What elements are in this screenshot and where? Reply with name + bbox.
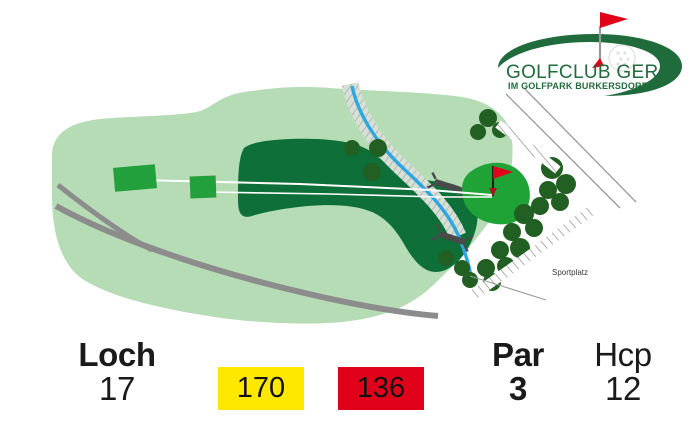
putting-green — [461, 162, 530, 225]
bridge-icon-lower — [430, 223, 474, 253]
par-block: Par 3 — [470, 338, 566, 405]
club-logo: GOLFCLUB GERA IM GOLFPARK BURKERSDORF — [498, 12, 682, 96]
cart-path-fork — [56, 183, 154, 253]
green-flag — [489, 166, 513, 196]
logo-name-sub: IM GOLFPARK BURKERSDORF — [508, 81, 648, 91]
tree-cluster-fairway — [344, 139, 387, 181]
hole-label: Loch — [78, 336, 156, 373]
boundary-fence-upper — [495, 120, 561, 174]
distance-yellow-value: 170 — [236, 372, 286, 404]
tee-box-red — [189, 175, 217, 199]
map-label-sportplatz: Sportplatz — [552, 268, 589, 277]
tree-cluster-left-of-green — [438, 250, 470, 276]
hcp-block: Hcp 12 — [575, 338, 671, 405]
logo-flag — [600, 12, 628, 28]
tee-box-yellow — [113, 164, 157, 192]
distance-red-tee: 136 — [338, 367, 424, 410]
fairway-area — [238, 138, 478, 272]
distance-yellow-tee: 170 — [218, 367, 304, 410]
hcp-label: Hcp — [594, 336, 652, 373]
road-line-b — [523, 87, 637, 203]
par-label: Par — [491, 336, 544, 373]
cart-path — [54, 203, 439, 319]
distance-red-value: 136 — [356, 372, 406, 404]
boundary-fence — [469, 205, 595, 301]
hole-number-block: Loch 17 — [52, 338, 182, 405]
logo-name-main: GOLFCLUB GERA — [506, 62, 671, 83]
hcp-value: 12 — [605, 369, 641, 407]
tree-cluster-right — [462, 157, 576, 291]
bridge-icon-upper — [426, 171, 470, 201]
logo-ball-dimples — [616, 51, 630, 66]
logo-flag-shadow — [592, 58, 604, 68]
stream-water — [350, 85, 474, 283]
hole-value: 17 — [99, 369, 135, 407]
hole-info-bar: Loch 17 170 136 Par 3 Hcp 12 — [0, 330, 700, 438]
play-line — [139, 179, 493, 196]
hole-map-illustration — [51, 82, 637, 324]
par-value: 3 — [509, 369, 527, 407]
play-line-secondary — [205, 191, 492, 198]
road-line-a — [505, 93, 621, 209]
road-line-c — [469, 275, 547, 301]
